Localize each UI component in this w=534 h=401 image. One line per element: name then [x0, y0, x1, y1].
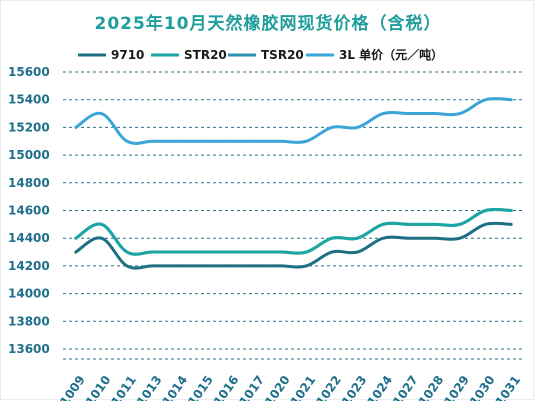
x-tick-label: 1027	[390, 373, 421, 401]
x-tick-label: 1016	[211, 373, 242, 401]
x-tick-label: 1009	[57, 373, 88, 401]
data-point	[202, 251, 205, 254]
series-line-0	[74, 221, 513, 270]
x-tick-label: 1011	[108, 373, 139, 401]
data-point	[74, 126, 77, 129]
data-point	[356, 237, 359, 240]
x-tick-label: 1023	[339, 373, 370, 401]
gridlines	[63, 71, 524, 360]
data-point	[126, 251, 129, 254]
legend-label: 9710	[111, 48, 144, 62]
data-point	[100, 237, 103, 240]
legend: 9710 STR20 TSR20 3L 单价（元／吨）	[78, 47, 443, 62]
y-tick-label: 15000	[8, 148, 50, 162]
data-point	[74, 251, 77, 254]
data-point	[433, 223, 436, 226]
data-point	[305, 140, 308, 143]
data-point	[202, 140, 205, 143]
data-point	[228, 264, 231, 267]
data-point	[330, 126, 333, 129]
data-point	[126, 140, 129, 143]
y-tick-label: 14000	[8, 287, 50, 301]
data-point	[279, 140, 282, 143]
data-point	[433, 237, 436, 240]
y-tick-label: 14600	[8, 204, 50, 218]
data-point	[177, 264, 180, 267]
data-point	[458, 112, 461, 115]
x-tick-label: 1017	[236, 373, 267, 401]
data-point	[254, 264, 257, 267]
data-point	[330, 251, 333, 254]
x-tick-label: 1015	[185, 373, 216, 401]
x-tick-label: 1030	[467, 373, 498, 401]
data-point	[100, 223, 103, 226]
data-point	[407, 237, 410, 240]
legend-label: STR20	[184, 48, 227, 62]
x-tick-label: 1014	[160, 373, 191, 401]
data-point	[305, 251, 308, 254]
y-tick-label: 13600	[8, 342, 50, 356]
x-tick-label: 1013	[134, 373, 165, 401]
x-tick-label: 1022	[313, 373, 344, 401]
x-tick-label: 1021	[288, 373, 319, 401]
data-point	[407, 112, 410, 115]
data-point	[177, 251, 180, 254]
y-tick-label: 14800	[8, 176, 50, 190]
x-tick-label: 1029	[441, 373, 472, 401]
y-tick-label: 15200	[8, 120, 50, 134]
data-point	[484, 209, 487, 212]
data-point	[407, 223, 410, 226]
data-point	[458, 237, 461, 240]
x-tick-label: 1024	[365, 373, 396, 401]
series-line-2	[74, 207, 513, 256]
data-point	[510, 98, 513, 101]
data-point	[356, 251, 359, 254]
x-tick-label: 1031	[493, 373, 524, 401]
data-point	[484, 98, 487, 101]
data-point	[228, 251, 231, 254]
chart-title: 2025年10月天然橡胶网现货价格（含税）	[94, 14, 442, 34]
y-tick-label: 14200	[8, 259, 50, 273]
data-point	[484, 223, 487, 226]
data-point	[382, 237, 385, 240]
data-point	[382, 112, 385, 115]
y-tick-label: 15400	[8, 93, 50, 107]
data-point	[279, 251, 282, 254]
data-point	[74, 237, 77, 240]
data-point	[305, 264, 308, 267]
data-point	[151, 140, 154, 143]
legend-label: TSR20	[261, 48, 304, 62]
data-point	[228, 140, 231, 143]
data-point	[151, 251, 154, 254]
data-point	[100, 112, 103, 115]
data-point	[254, 251, 257, 254]
y-tick-label: 14400	[8, 231, 50, 245]
data-point	[433, 112, 436, 115]
data-point	[330, 237, 333, 240]
series-line-1	[74, 207, 513, 256]
data-point	[356, 126, 359, 129]
y-tick-label: 13800	[8, 314, 50, 328]
data-point	[202, 264, 205, 267]
x-axis-ticks: 1009101010111013101410151016101710201021…	[57, 373, 523, 401]
series-lines	[74, 97, 513, 270]
x-tick-label: 1020	[262, 373, 293, 401]
y-tick-label: 15600	[8, 65, 50, 79]
series-line-3	[74, 97, 513, 145]
x-tick-label: 1010	[83, 373, 114, 401]
y-axis-ticks: 13600 13800 14000 14200 14400 14600 14800 15000…	[8, 65, 50, 356]
data-point	[510, 223, 513, 226]
data-point	[279, 264, 282, 267]
legend-label: 3L 单价（元／吨）	[339, 47, 443, 62]
x-tick-label: 1028	[416, 373, 447, 401]
data-point	[151, 264, 154, 267]
data-point	[458, 223, 461, 226]
data-point	[254, 140, 257, 143]
data-point	[177, 140, 180, 143]
data-point	[382, 223, 385, 226]
data-point	[510, 209, 513, 212]
data-point	[126, 264, 129, 267]
